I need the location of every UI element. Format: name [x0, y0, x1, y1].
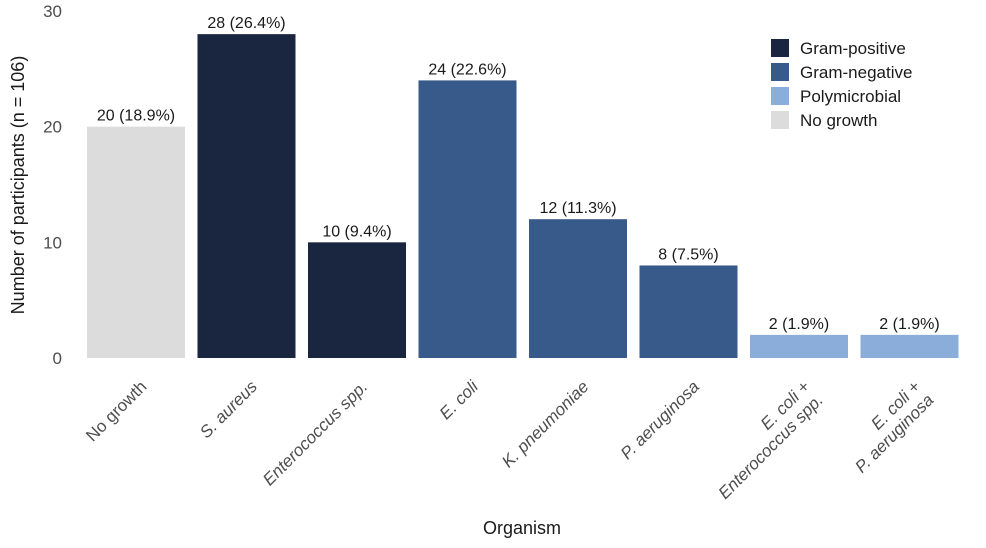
- x-tick-label-line: S. aureus: [196, 377, 261, 442]
- x-tick-label: No growth: [82, 377, 150, 445]
- x-tick-label: S. aureus: [196, 377, 261, 442]
- legend-label: No growth: [800, 111, 877, 130]
- x-tick-label: P. aeruginosa: [617, 377, 703, 463]
- y-tick-label: 0: [53, 349, 62, 368]
- legend-swatch: [771, 63, 789, 81]
- y-tick-label: 10: [43, 233, 62, 252]
- bar: [87, 126, 185, 359]
- x-tick-label: E. coli +P. aeruginosa: [851, 377, 937, 477]
- legend-swatch: [771, 87, 789, 105]
- x-tick-label-line: Enterococcus spp.: [259, 377, 371, 489]
- legend-label: Gram-negative: [800, 63, 912, 82]
- legend-label: Gram-positive: [800, 39, 906, 58]
- bar: [308, 242, 406, 358]
- y-tick-label: 30: [43, 2, 62, 21]
- bar: [860, 334, 959, 358]
- x-tick-label: E. coli +Enterococcus spp.: [715, 377, 827, 503]
- bar-data-label: 12 (11.3%): [539, 200, 616, 217]
- legend-label: Polymicrobial: [800, 87, 901, 106]
- bar: [750, 334, 848, 358]
- y-axis-title: Number of participants (n = 106): [8, 56, 28, 315]
- x-tick-label-line: E. coli: [436, 376, 483, 423]
- y-axis-ticks: 0 10 20 30: [43, 2, 62, 368]
- x-tick-label-line: No growth: [82, 377, 150, 445]
- bar: [639, 265, 738, 358]
- bar: [197, 34, 296, 359]
- x-tick-label-line: P. aeruginosa: [617, 377, 703, 463]
- bar-data-label: 10 (9.4%): [322, 223, 391, 240]
- legend-swatch: [771, 111, 789, 129]
- bar: [529, 219, 627, 358]
- y-tick-label: 20: [43, 118, 62, 137]
- legend-swatch: [771, 39, 789, 57]
- bar-data-label: 2 (1.9%): [769, 316, 829, 333]
- legend: Gram-positive Gram-negative Polymicrobial N…: [771, 39, 912, 130]
- bar-data-label: 20 (18.9%): [97, 108, 175, 125]
- x-tick-label-line: K. pneumoniae: [498, 377, 592, 471]
- x-tick-label: Enterococcus spp.: [259, 377, 371, 489]
- bar: [418, 80, 517, 359]
- bar-data-label: 2 (1.9%): [879, 316, 939, 333]
- bars: [87, 34, 959, 359]
- x-tick-label: E. coli: [436, 376, 483, 423]
- x-axis-title: Organism: [483, 518, 561, 538]
- bar-data-label: 28 (26.4%): [207, 15, 285, 32]
- bar-data-labels: 20 (18.9%) 28 (26.4%) 10 (9.4%) 24 (22.6%) 1…: [97, 15, 940, 333]
- bar-data-label: 24 (22.6%): [428, 61, 506, 78]
- x-tick-label: K. pneumoniae: [498, 377, 592, 471]
- bar-data-label: 8 (7.5%): [658, 246, 718, 263]
